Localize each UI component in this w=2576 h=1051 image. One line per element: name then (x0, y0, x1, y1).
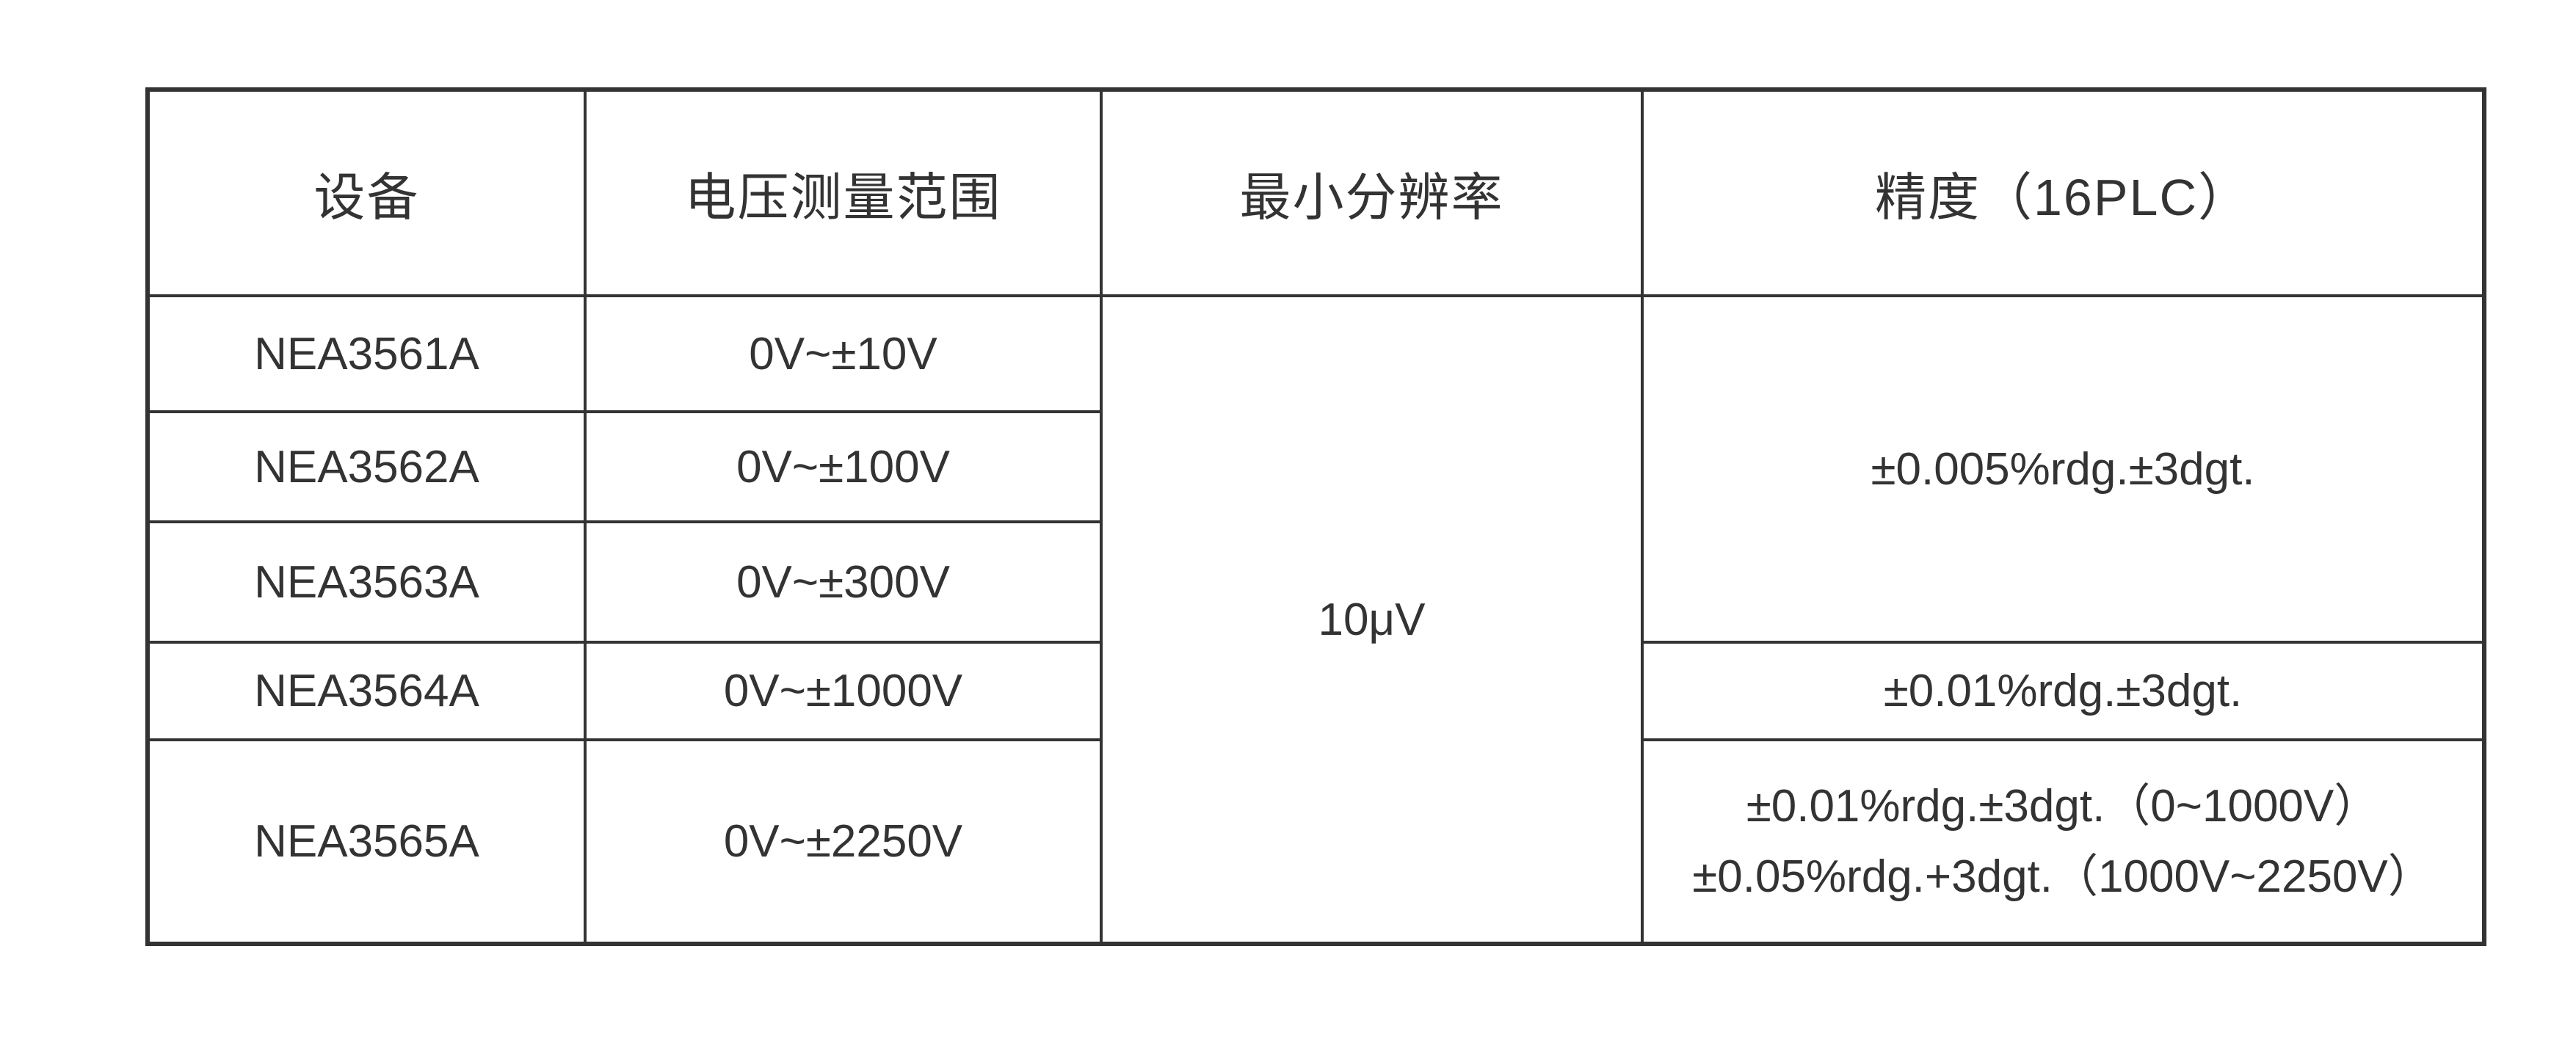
min-resolution-cell: 10μV (1100, 294, 1644, 945)
accuracy-cell-row5: ±0.01%rdg.±3dgt.（0~1000V） ±0.05%rdg.+3dg… (1641, 738, 2486, 945)
accuracy-row5-line1: ±0.01%rdg.±3dgt.（0~1000V） (1746, 780, 2380, 832)
device-cell: NEA3563A (146, 520, 587, 644)
voltage-range-cell: 0V~±2250V (584, 738, 1103, 945)
device-cell: NEA3561A (146, 294, 587, 413)
header-row: 设备 电压测量范围 最小分辨率 精度（16PLC） (146, 88, 2486, 297)
device-cell: NEA3565A (146, 738, 587, 945)
voltage-range-cell: 0V~±300V (584, 520, 1103, 644)
header-accuracy: 精度（16PLC） (1641, 88, 2486, 297)
table-row: NEA3563A 0V~±300V (146, 520, 2484, 644)
device-cell: NEA3564A (146, 641, 587, 741)
table-row: NEA3564A 0V~±1000V ±0.01%rdg.±3dgt. (146, 641, 2486, 741)
table-row: NEA3565A 0V~±2250V ±0.01%rdg.±3dgt.（0~10… (146, 738, 2486, 945)
table-row: NEA3561A 0V~±10V 10μV ±0.005%rdg.±3dgt. (146, 294, 2486, 945)
header-min-resolution: 最小分辨率 (1100, 88, 1644, 297)
accuracy-row5-line2: ±0.05%rdg.+3dgt.（1000V~2250V） (1692, 851, 2434, 902)
voltage-range-cell: 0V~±100V (584, 410, 1103, 523)
voltage-range-cell: 0V~±1000V (584, 641, 1103, 741)
voltage-spec-table: 设备 电压测量范围 最小分辨率 精度（16PLC） NEA3561A 0V~±1… (145, 87, 2486, 946)
voltage-range-cell: 0V~±10V (584, 294, 1103, 413)
device-cell: NEA3562A (146, 410, 587, 523)
header-voltage-range: 电压测量范围 (584, 88, 1103, 297)
header-device: 设备 (146, 88, 587, 297)
accuracy-cell-row4: ±0.01%rdg.±3dgt. (1641, 641, 2486, 741)
accuracy-cell-rows1to3: ±0.005%rdg.±3dgt. (1641, 294, 2486, 644)
table-row: NEA3562A 0V~±100V (146, 410, 2484, 523)
